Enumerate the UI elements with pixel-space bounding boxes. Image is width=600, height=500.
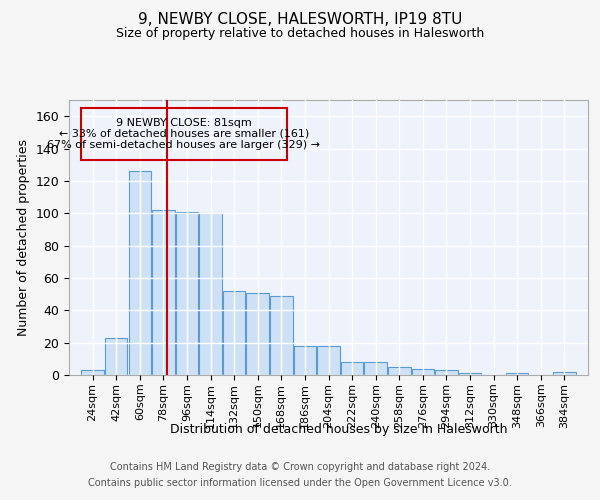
Bar: [364, 362, 387, 375]
Text: Size of property relative to detached houses in Halesworth: Size of property relative to detached ho…: [116, 28, 484, 40]
Bar: [341, 362, 364, 375]
Bar: [317, 346, 340, 375]
Bar: [553, 372, 575, 375]
Bar: [176, 212, 198, 375]
Text: Distribution of detached houses by size in Halesworth: Distribution of detached houses by size …: [170, 422, 508, 436]
Text: 9 NEWBY CLOSE: 81sqm: 9 NEWBY CLOSE: 81sqm: [116, 118, 251, 128]
Y-axis label: Number of detached properties: Number of detached properties: [17, 139, 30, 336]
Text: Contains public sector information licensed under the Open Government Licence v3: Contains public sector information licen…: [88, 478, 512, 488]
Bar: [82, 370, 104, 375]
Bar: [270, 296, 293, 375]
Bar: [459, 374, 481, 375]
Bar: [223, 291, 245, 375]
Text: 9, NEWBY CLOSE, HALESWORTH, IP19 8TU: 9, NEWBY CLOSE, HALESWORTH, IP19 8TU: [138, 12, 462, 28]
Bar: [152, 210, 175, 375]
Bar: [81, 108, 287, 160]
Bar: [435, 370, 458, 375]
Bar: [412, 368, 434, 375]
Text: Contains HM Land Registry data © Crown copyright and database right 2024.: Contains HM Land Registry data © Crown c…: [110, 462, 490, 472]
Bar: [293, 346, 316, 375]
Bar: [388, 367, 410, 375]
Text: 67% of semi-detached houses are larger (329) →: 67% of semi-detached houses are larger (…: [47, 140, 320, 150]
Bar: [506, 374, 529, 375]
Bar: [199, 213, 222, 375]
Bar: [105, 338, 127, 375]
Bar: [128, 171, 151, 375]
Bar: [247, 292, 269, 375]
Text: ← 33% of detached houses are smaller (161): ← 33% of detached houses are smaller (16…: [59, 129, 309, 139]
